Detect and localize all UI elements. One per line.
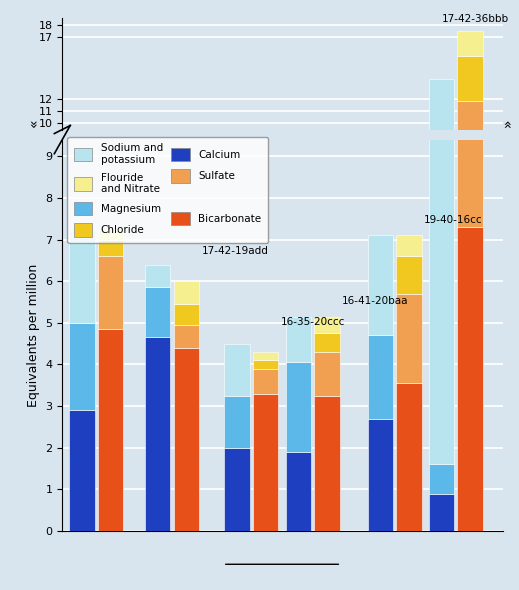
Bar bbox=[396, 202, 421, 246]
Bar bbox=[367, 235, 393, 335]
Bar bbox=[98, 240, 124, 256]
Bar bbox=[173, 304, 199, 325]
Bar bbox=[98, 256, 124, 329]
Bar bbox=[173, 281, 199, 304]
Bar bbox=[145, 175, 170, 189]
Bar bbox=[314, 317, 340, 333]
Bar bbox=[429, 493, 454, 531]
Bar bbox=[314, 188, 340, 194]
Bar bbox=[253, 198, 279, 206]
Bar bbox=[367, 418, 393, 531]
Bar bbox=[396, 165, 421, 176]
Bar bbox=[396, 176, 421, 202]
Bar bbox=[224, 222, 250, 246]
Bar bbox=[145, 168, 170, 175]
Bar bbox=[98, 160, 124, 165]
Bar bbox=[457, 31, 483, 56]
Bar bbox=[285, 223, 311, 246]
Bar bbox=[70, 185, 95, 211]
Bar bbox=[253, 196, 279, 198]
Bar bbox=[98, 158, 124, 160]
Bar bbox=[98, 329, 124, 531]
Bar bbox=[173, 172, 199, 179]
Bar bbox=[145, 264, 170, 287]
Bar bbox=[98, 186, 124, 246]
Bar bbox=[314, 206, 340, 246]
Bar bbox=[70, 211, 95, 246]
Bar bbox=[457, 227, 483, 531]
Text: «: « bbox=[26, 119, 40, 127]
Bar bbox=[70, 323, 95, 410]
Bar bbox=[224, 343, 250, 396]
Bar bbox=[396, 159, 421, 165]
Bar bbox=[429, 0, 454, 464]
Bar bbox=[314, 352, 340, 396]
Bar bbox=[173, 325, 199, 348]
Bar bbox=[285, 317, 311, 362]
Legend: Sodium and
potassium, Flouride
and Nitrate, Magnesium, Chloride, Calcium, Sulfat: Sodium and potassium, Flouride and Nitra… bbox=[67, 137, 268, 243]
Bar bbox=[457, 40, 483, 227]
Bar bbox=[396, 294, 421, 383]
Bar bbox=[457, 0, 483, 40]
Bar bbox=[145, 189, 170, 246]
Bar bbox=[173, 348, 199, 531]
Text: 19-40-16cc: 19-40-16cc bbox=[424, 215, 483, 225]
Bar bbox=[396, 256, 421, 294]
Bar bbox=[367, 189, 393, 213]
Bar bbox=[253, 360, 279, 369]
Bar bbox=[224, 206, 250, 222]
Bar bbox=[173, 192, 199, 246]
Bar bbox=[429, 235, 454, 246]
Bar bbox=[224, 396, 250, 448]
Bar bbox=[224, 448, 250, 531]
Text: 17-42-36bbb: 17-42-36bbb bbox=[442, 15, 509, 24]
Bar bbox=[285, 362, 311, 452]
Bar bbox=[314, 333, 340, 352]
Text: 16-35-20ccc: 16-35-20ccc bbox=[281, 317, 345, 327]
Bar bbox=[457, 56, 483, 101]
Bar bbox=[367, 159, 393, 189]
Bar bbox=[173, 179, 199, 185]
Bar bbox=[224, 191, 250, 206]
Bar bbox=[314, 396, 340, 531]
Text: »: » bbox=[501, 119, 515, 127]
Bar bbox=[253, 369, 279, 394]
Bar bbox=[70, 410, 95, 531]
Bar bbox=[314, 194, 340, 206]
Bar bbox=[429, 464, 454, 493]
Bar bbox=[396, 383, 421, 531]
Bar bbox=[145, 287, 170, 337]
Bar bbox=[253, 394, 279, 531]
Bar bbox=[285, 452, 311, 531]
Y-axis label: Equivalents per million: Equivalents per million bbox=[27, 264, 40, 407]
Bar bbox=[429, 227, 454, 235]
Bar bbox=[70, 158, 95, 185]
Bar bbox=[396, 235, 421, 256]
Bar bbox=[367, 213, 393, 246]
Bar bbox=[457, 101, 483, 156]
Bar bbox=[173, 185, 199, 192]
Bar bbox=[457, 156, 483, 246]
Bar bbox=[367, 335, 393, 418]
Bar bbox=[285, 196, 311, 223]
Text: 17-42-19add: 17-42-19add bbox=[202, 246, 269, 256]
Bar bbox=[429, 78, 454, 227]
Bar bbox=[253, 194, 279, 196]
Bar bbox=[253, 206, 279, 246]
Bar bbox=[253, 352, 279, 360]
Bar bbox=[314, 183, 340, 188]
Bar bbox=[70, 231, 95, 323]
Bar bbox=[98, 165, 124, 186]
Bar bbox=[145, 337, 170, 531]
Bar bbox=[285, 183, 311, 196]
Bar bbox=[98, 230, 124, 240]
Text: 16-41-20baa: 16-41-20baa bbox=[342, 296, 408, 306]
